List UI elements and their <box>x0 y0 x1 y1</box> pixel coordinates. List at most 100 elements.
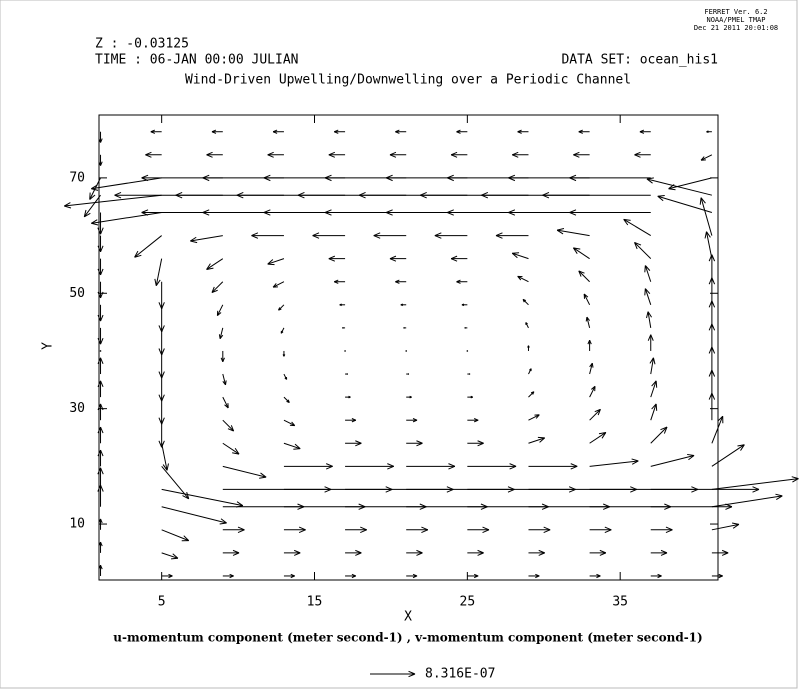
arrow-part <box>511 252 518 259</box>
arrow-part <box>389 154 397 158</box>
vector-arrow <box>97 281 104 299</box>
vector-arrow <box>222 549 240 556</box>
arrow-part <box>97 291 101 299</box>
arrow-part <box>721 549 729 554</box>
vector-arrow <box>161 573 173 579</box>
arrow-part <box>206 258 224 270</box>
arrow-part <box>219 327 224 339</box>
vector-arrow <box>158 350 165 379</box>
arrow-part <box>218 334 221 339</box>
arrow-part <box>400 303 403 306</box>
arrow-part <box>634 242 638 250</box>
arrow-part <box>700 197 706 204</box>
arrow-part <box>456 281 461 284</box>
vector-arrow <box>589 549 607 556</box>
arrow-part <box>512 252 529 260</box>
vector-arrow <box>650 549 668 556</box>
arrow-part <box>272 129 278 133</box>
arrow-part <box>100 337 104 345</box>
y-tick-label: 50 <box>69 286 85 301</box>
caption: u-momentum component (meter second-1) , … <box>113 631 702 645</box>
arrow-part <box>660 426 668 431</box>
arrow-part <box>351 419 357 423</box>
arrow-part <box>578 270 590 283</box>
arrow-part <box>650 426 668 444</box>
vector-arrow <box>267 258 285 266</box>
arrow-part <box>412 419 418 423</box>
vector-arrow <box>97 467 104 490</box>
arrow-part <box>324 177 332 182</box>
vector-arrow <box>251 232 284 239</box>
arrow-part <box>589 362 593 368</box>
arrow-part <box>604 526 612 531</box>
arrow-part <box>236 192 244 196</box>
arrow-part <box>175 194 183 199</box>
arrow-part <box>573 247 581 250</box>
arrow-part <box>216 304 224 316</box>
reference-label: 8.316E-07 <box>425 667 495 682</box>
vector-arrow <box>583 293 591 306</box>
arrow-part <box>594 408 601 413</box>
arrow-part <box>114 194 122 199</box>
arrow-part <box>700 154 713 161</box>
arrow-part <box>355 549 362 554</box>
arrow-part <box>222 373 226 385</box>
arrow-part <box>660 549 668 554</box>
vector-arrow <box>345 573 357 579</box>
arrow-part <box>740 444 745 451</box>
arrow-part <box>150 129 156 133</box>
vector-arrow <box>542 192 651 199</box>
arrow-part <box>525 322 528 325</box>
arrow-part <box>97 380 101 388</box>
vector-arrow <box>97 304 104 322</box>
vector-arrow <box>344 350 346 352</box>
vector-arrow <box>342 327 346 329</box>
arrow-part <box>91 188 99 191</box>
arrow-part <box>655 380 658 388</box>
arrow-part <box>328 151 336 156</box>
arrow-part <box>158 325 163 333</box>
arrow-part <box>98 161 101 166</box>
arrow-part <box>700 197 713 236</box>
arrow-part <box>328 258 336 262</box>
arrow-part <box>284 377 287 380</box>
arrow-part <box>711 495 783 508</box>
vector-arrow <box>373 232 407 239</box>
vector-arrow <box>272 281 285 288</box>
vector-arrow <box>406 573 418 579</box>
arrow-part <box>222 380 226 386</box>
arrow-part <box>166 463 169 471</box>
arrow-part <box>114 192 122 196</box>
arrow-part <box>298 529 306 533</box>
arrow-part <box>91 219 98 224</box>
vector-arrow <box>328 151 346 158</box>
arrow-part <box>647 311 652 328</box>
vector-arrow <box>97 380 104 398</box>
vector-arrow <box>161 552 179 560</box>
arrow-part <box>351 573 357 577</box>
arrow-part <box>360 526 367 531</box>
vector-arrow <box>334 129 346 134</box>
vector-arrow <box>206 151 223 158</box>
vector-arrow <box>589 408 601 421</box>
arrow-part <box>389 151 397 156</box>
vector-arrow <box>589 385 596 398</box>
arrow-part <box>283 419 295 427</box>
arrow-part <box>711 444 745 467</box>
arrow-part <box>334 281 339 284</box>
arrow-part <box>64 194 162 207</box>
vector-arrow <box>161 506 227 525</box>
vector-arrow <box>158 374 165 402</box>
vector-arrow <box>406 549 423 556</box>
arrow-part <box>481 194 489 199</box>
arrow-part <box>775 493 783 497</box>
arrow-part <box>161 325 165 333</box>
arrow-part <box>267 258 285 265</box>
arrow-part <box>385 209 393 213</box>
arrow-part <box>644 265 652 282</box>
vector-arrow <box>283 419 296 427</box>
vector-arrow <box>585 316 591 329</box>
arrow-part <box>599 552 607 556</box>
arrow-part <box>450 255 458 260</box>
